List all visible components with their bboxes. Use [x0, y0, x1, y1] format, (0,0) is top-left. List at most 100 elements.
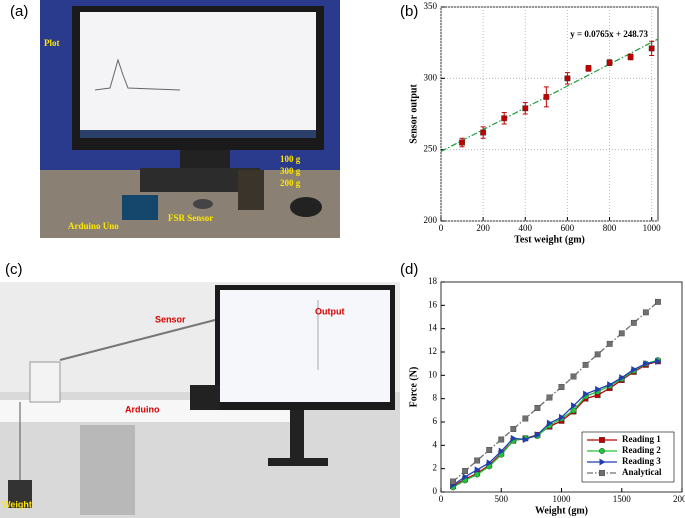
marker	[594, 351, 601, 358]
marker	[462, 468, 468, 474]
legend-marker	[599, 458, 606, 466]
marker	[501, 115, 508, 122]
legend-marker	[599, 437, 605, 443]
y-tick-label: 18	[428, 276, 438, 286]
x-tick-label: 800	[603, 223, 617, 233]
y-axis-label: Force (N)	[408, 367, 419, 408]
marker	[474, 466, 481, 474]
panel-label: (c)	[5, 261, 23, 278]
photo-annotation: Weight	[2, 499, 32, 509]
y-tick-label: 6	[433, 416, 438, 426]
y-tick-label: 4	[433, 439, 438, 449]
marker	[607, 381, 614, 389]
y-tick-label: 8	[433, 393, 438, 403]
marker	[618, 330, 625, 337]
marker	[474, 457, 481, 464]
marker	[498, 436, 505, 443]
photo-annotation: Output	[315, 306, 345, 316]
y-tick-label: 250	[424, 144, 438, 154]
y-tick-label: 16	[428, 299, 438, 309]
marker	[595, 385, 602, 393]
marker	[655, 298, 661, 305]
marker	[606, 340, 613, 347]
y-tick-label: 200	[424, 215, 438, 225]
marker	[631, 366, 638, 373]
photo-annotation: FSR Sensor	[168, 213, 213, 223]
marker	[648, 45, 655, 52]
marker	[630, 319, 637, 326]
legend-label: Reading 2	[622, 445, 661, 455]
marker	[480, 129, 487, 136]
photo-annotation: Plot	[44, 38, 60, 48]
marker	[510, 434, 517, 442]
panel-label: (d)	[400, 261, 418, 278]
marker	[522, 436, 529, 443]
marker	[459, 139, 465, 146]
legend-marker	[599, 448, 606, 455]
marker	[546, 419, 553, 427]
marker	[606, 59, 613, 66]
x-tick-label: 200	[476, 223, 490, 233]
marker	[534, 405, 541, 411]
photo-annotation: Arduino Uno	[68, 221, 119, 231]
y-tick-label: 300	[424, 72, 438, 82]
x-tick-label: 1500	[613, 494, 632, 504]
marker	[559, 413, 565, 421]
marker	[522, 105, 529, 112]
legend-label: Reading 1	[622, 434, 661, 444]
marker	[546, 394, 553, 401]
marker	[585, 65, 592, 72]
marker	[534, 431, 541, 439]
photo-c	[0, 282, 400, 518]
marker	[558, 384, 565, 390]
legend-label: Analytical	[622, 467, 662, 477]
photo-annotation: 100 g	[280, 154, 301, 164]
trendline-label: y = 0.0765x + 248.73	[570, 29, 648, 39]
x-tick-label: 500	[495, 494, 509, 504]
x-tick-label: 0	[439, 223, 444, 233]
marker	[486, 447, 493, 453]
y-tick-label: 350	[424, 1, 438, 11]
y-tick-label: 12	[428, 346, 437, 356]
marker	[522, 415, 529, 422]
marker	[462, 473, 469, 481]
marker	[564, 75, 571, 82]
x-axis-label: Test weight (gm)	[514, 234, 585, 245]
plot-area	[440, 6, 659, 222]
x-tick-label: 1000	[643, 223, 662, 233]
marker	[510, 426, 517, 432]
legend-marker	[599, 470, 605, 476]
y-tick-label: 2	[433, 463, 438, 473]
marker	[655, 357, 662, 365]
marker	[643, 360, 650, 368]
x-tick-label: 600	[561, 223, 575, 233]
photo-annotation: Sensor	[155, 314, 186, 324]
y-tick-label: 10	[428, 369, 438, 379]
photo-annotation: Arduino	[125, 404, 160, 414]
marker	[498, 447, 505, 455]
marker	[582, 361, 589, 368]
marker	[583, 390, 590, 398]
photo-annotation: 200 g	[280, 178, 301, 188]
y-axis-label: Sensor output	[408, 84, 419, 144]
panel-label: (b)	[400, 3, 418, 20]
trendline	[440, 38, 659, 153]
legend-label: Reading 3	[622, 456, 661, 466]
y-tick-label: 0	[433, 486, 438, 496]
marker	[486, 459, 493, 467]
panel-label: (a)	[10, 3, 28, 20]
photo-a	[40, 0, 340, 238]
x-tick-label: 400	[519, 223, 533, 233]
marker	[450, 478, 456, 485]
y-tick-label: 14	[428, 323, 438, 333]
marker	[571, 402, 578, 410]
marker	[642, 309, 649, 316]
marker	[570, 373, 577, 380]
x-tick-label: 1000	[553, 494, 572, 504]
x-axis-label: Weight (gm)	[535, 505, 588, 516]
marker	[543, 93, 550, 100]
marker	[627, 54, 634, 60]
